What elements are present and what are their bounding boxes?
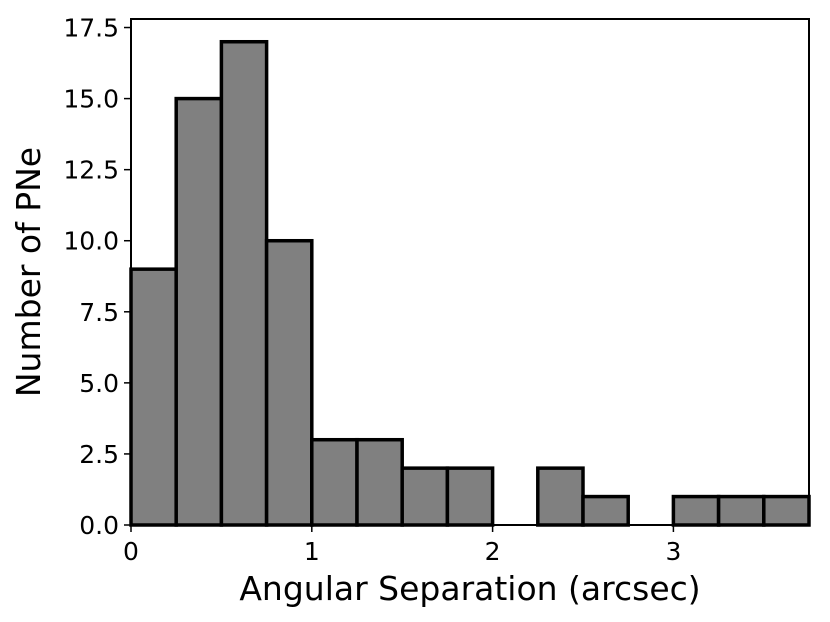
histogram-bars: [129, 39, 811, 527]
x-tick-label: 2: [485, 537, 501, 566]
y-tick-label: 0.0: [79, 511, 119, 540]
y-tick-label: 10.0: [63, 227, 119, 256]
histogram-bar: [445, 466, 495, 527]
histogram-bar: [129, 267, 178, 527]
histogram-bar: [581, 494, 630, 527]
y-axis-ticks: 0.0 2.5 5.0 7.5 10.0 12.5 15.0 17.5: [63, 14, 131, 540]
plot-frame: [130, 18, 810, 526]
histogram-bar: [355, 437, 404, 527]
y-tick-label: 15.0: [63, 85, 119, 114]
histogram-bar: [310, 437, 359, 527]
histogram-bar: [174, 96, 224, 527]
y-tick-label: 2.5: [79, 440, 119, 469]
histogram-bar: [536, 466, 585, 527]
x-tick-label: 3: [665, 537, 681, 566]
x-axis-ticks: 0 1 2 3: [123, 525, 681, 566]
x-tick-label: 0: [123, 537, 139, 566]
x-tick-label: 1: [304, 537, 320, 566]
histogram-bar: [671, 494, 721, 527]
y-tick-label: 17.5: [63, 14, 119, 43]
histogram-bar: [762, 494, 811, 527]
x-axis-title: Angular Separation (arcsec): [239, 569, 700, 608]
y-tick-label: 12.5: [63, 156, 119, 185]
y-axis-title: Number of PNe: [9, 147, 48, 397]
histogram-bar: [716, 494, 766, 527]
histogram-bar: [400, 466, 450, 527]
histogram-bar: [264, 238, 314, 527]
y-tick-label: 5.0: [79, 369, 119, 398]
y-tick-label: 7.5: [79, 298, 119, 327]
histogram-bar: [219, 39, 269, 527]
